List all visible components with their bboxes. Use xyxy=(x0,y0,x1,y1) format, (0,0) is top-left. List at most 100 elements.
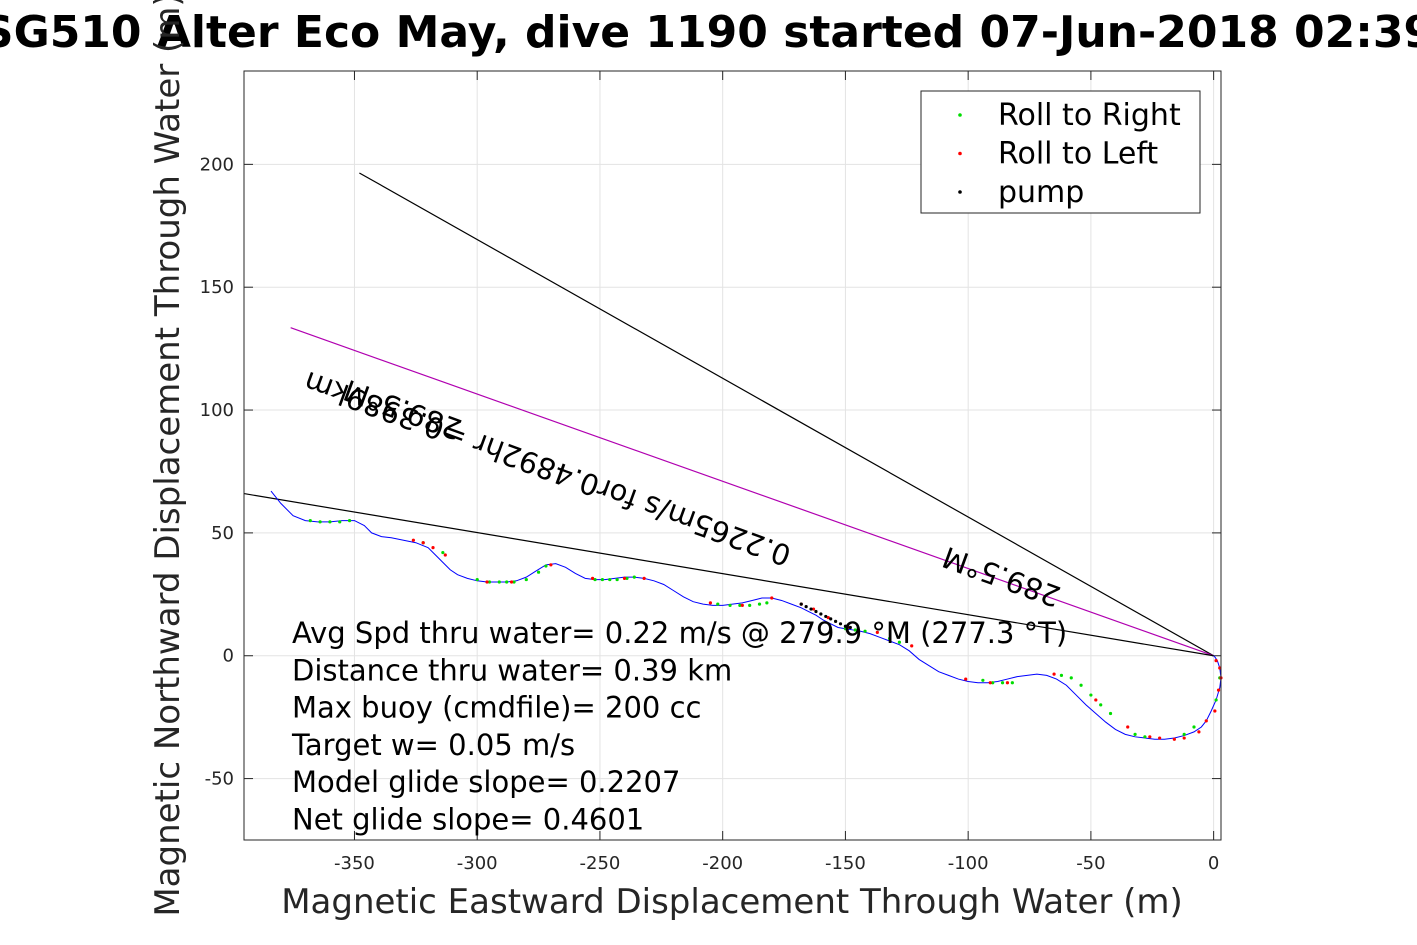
roll-left-point xyxy=(622,576,627,580)
roll-right-point xyxy=(1214,698,1218,702)
roll-left-point xyxy=(811,607,816,611)
roll-right-point xyxy=(600,577,604,582)
pump-point xyxy=(814,609,818,614)
reference-line-2 xyxy=(290,327,1214,657)
y-tick-label: 200 xyxy=(200,154,234,175)
roll-right-point xyxy=(308,519,312,523)
reference-line-1 xyxy=(359,172,1214,657)
roll-right-point xyxy=(1069,676,1073,680)
roll-left-point xyxy=(1158,736,1162,740)
roll-right-point xyxy=(536,570,541,574)
y-tick-label: 50 xyxy=(211,523,234,544)
grid-lines xyxy=(244,71,1221,840)
roll-right-point xyxy=(853,628,857,632)
roll-right-point xyxy=(1010,681,1014,685)
roll-right-point xyxy=(338,520,342,524)
stats-text: Avg Spd thru water= 0.22 m/s @ 279.9 °M … xyxy=(291,616,1067,837)
roll-right-point xyxy=(1182,732,1186,736)
roll-right-point xyxy=(863,629,867,633)
marker-layer xyxy=(308,519,1223,741)
x-tick-label: -300 xyxy=(457,853,498,874)
roll-right-point xyxy=(757,602,762,606)
pump-point xyxy=(843,624,848,628)
roll-left-point xyxy=(443,553,447,557)
roll-right-point xyxy=(843,627,848,631)
roll-left-point xyxy=(1094,698,1098,702)
y-tick-label: 0 xyxy=(223,646,234,667)
y-tick-label: 100 xyxy=(200,400,234,421)
roll-left-point xyxy=(1204,719,1208,723)
axis-ticks: -350 -300 -250 -200 -150 -100 -50 0 -50 0 50 100 150… xyxy=(200,71,1221,874)
x-axis-label: Magnetic Eastward Displacement Through W… xyxy=(281,882,1183,922)
roll-right-point xyxy=(544,564,548,568)
roll-left-point xyxy=(485,580,489,584)
roll-right-point xyxy=(981,678,985,682)
roll-left-point xyxy=(1148,735,1152,739)
y-axis-label: Magnetic Northward Displacement Through … xyxy=(148,0,188,917)
roll-right-point xyxy=(328,520,332,524)
roll-left-point xyxy=(1214,659,1218,663)
roll-left-point xyxy=(1216,688,1221,692)
pump-point xyxy=(819,612,823,616)
legend-marker xyxy=(958,113,962,117)
track-layer xyxy=(270,490,1222,740)
legend-marker xyxy=(958,190,962,194)
roll-left-point xyxy=(1213,709,1217,713)
roll-left-point xyxy=(1052,672,1056,676)
roll-right-point xyxy=(897,640,902,644)
roll-right-point xyxy=(441,550,445,555)
stat-line: Distance thru water= 0.39 km xyxy=(292,653,732,687)
stat-line: Max buoy (cmdfile)= 200 cc xyxy=(292,691,701,725)
pump-point xyxy=(848,625,852,630)
roll-right-point xyxy=(497,580,501,584)
roll-right-point xyxy=(1108,711,1113,716)
roll-right-point xyxy=(487,580,492,584)
roll-right-point xyxy=(765,601,769,605)
stat-line: Target w= 0.05 m/s xyxy=(291,728,575,762)
roll-right-point xyxy=(632,575,636,579)
roll-left-point xyxy=(1126,725,1130,729)
roll-left-point xyxy=(1197,730,1201,734)
stat-line: Net glide slope= 0.4601 xyxy=(292,803,644,837)
legend-marker xyxy=(958,151,962,156)
roll-left-point xyxy=(1182,736,1186,740)
x-tick-label: -250 xyxy=(580,853,621,874)
y-tick-label: 150 xyxy=(200,277,234,298)
roll-left-point xyxy=(411,538,415,542)
roll-right-point xyxy=(593,577,597,582)
roll-right-point xyxy=(1059,673,1064,677)
roll-right-point xyxy=(608,577,612,582)
pump-point xyxy=(838,622,843,626)
legend-label: Roll to Left xyxy=(998,137,1158,172)
roll-left-point xyxy=(770,596,774,600)
roll-right-point xyxy=(1089,693,1093,697)
roll-right-point xyxy=(716,602,720,606)
pump-point xyxy=(809,607,813,611)
dive-track-line xyxy=(270,490,1222,740)
roll-right-point xyxy=(728,603,732,607)
roll-right-point xyxy=(524,577,528,582)
reference-lines xyxy=(243,172,1214,657)
pump-point xyxy=(834,619,838,623)
pump-point xyxy=(799,602,803,606)
roll-left-point xyxy=(590,576,595,580)
legend-box xyxy=(920,90,1201,214)
x-tick-label: 0 xyxy=(1208,853,1219,874)
x-tick-label: -150 xyxy=(825,853,866,874)
roll-right-point xyxy=(991,681,995,685)
roll-left-point xyxy=(708,601,713,605)
roll-right-point xyxy=(1133,732,1137,736)
roll-right-point xyxy=(615,577,619,582)
roll-right-point xyxy=(1192,725,1196,729)
roll-left-point xyxy=(964,677,968,681)
chart-title: SG510 Alter Eco May, dive 1190 started 0… xyxy=(0,7,1417,58)
x-tick-label: -50 xyxy=(1076,853,1105,874)
reference-line-3 xyxy=(243,492,1214,657)
roll-right-point xyxy=(347,519,352,523)
roll-right-point xyxy=(475,577,479,582)
roll-left-point xyxy=(826,616,830,620)
roll-left-point xyxy=(509,580,514,584)
stat-line: Avg Spd thru water= 0.22 m/s @ 279.9 °M … xyxy=(292,616,1067,650)
roll-right-point xyxy=(1000,681,1005,685)
